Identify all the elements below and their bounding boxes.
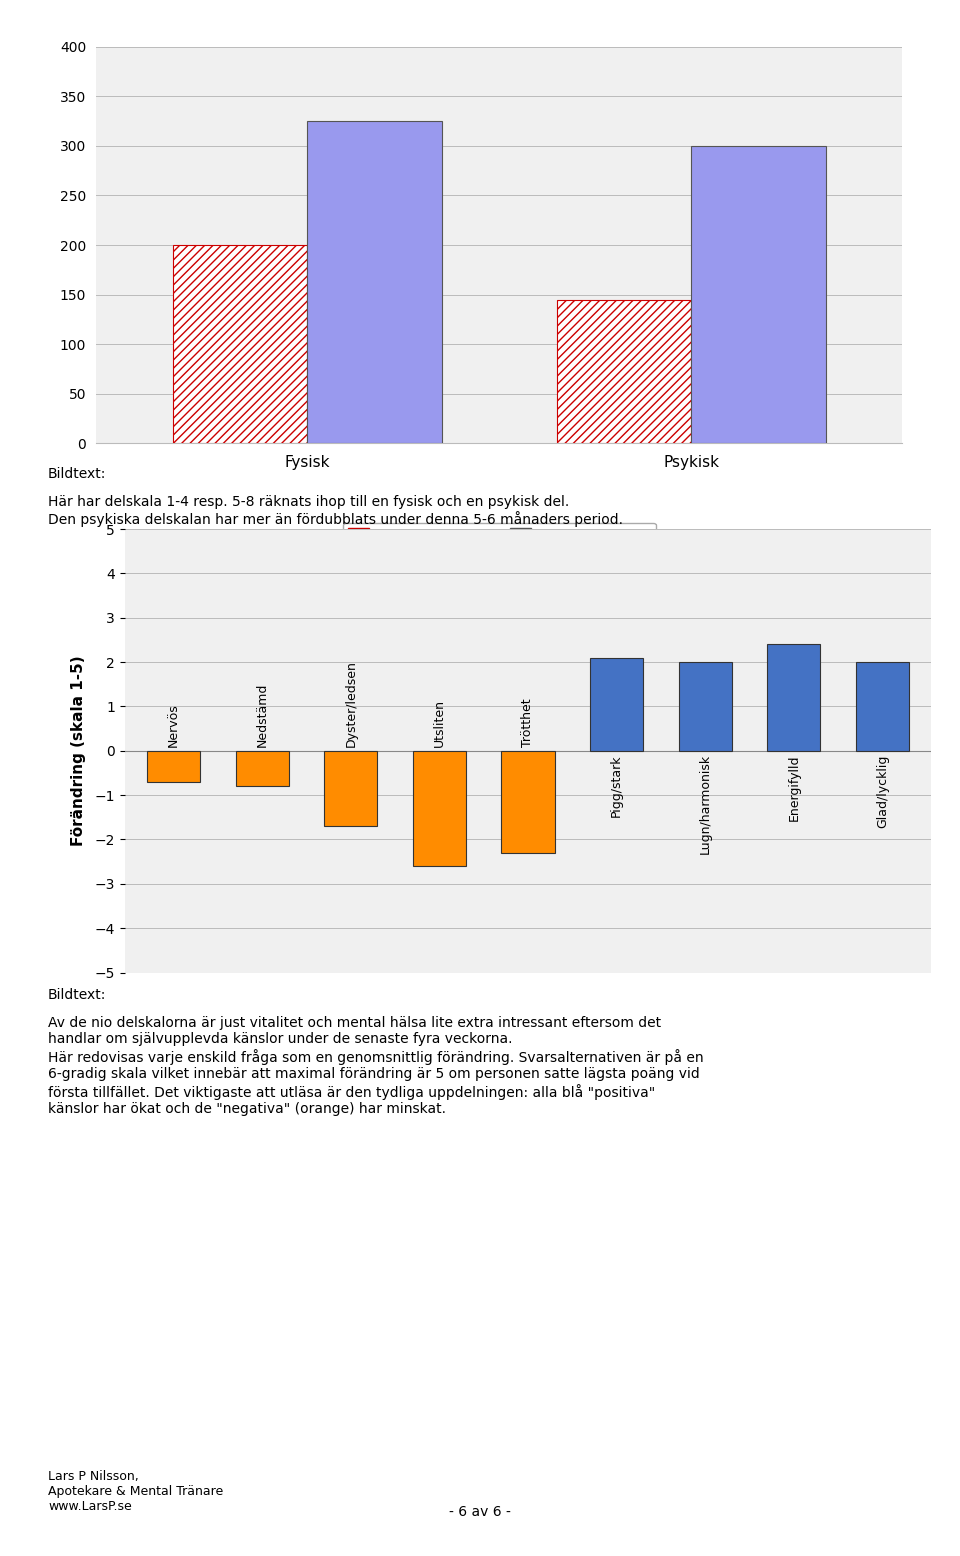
Text: Utsliten: Utsliten — [433, 699, 445, 747]
Bar — [856, 663, 909, 752]
Text: Nedstämd: Nedstämd — [255, 683, 269, 747]
Text: Bildtext:: Bildtext: — [48, 988, 107, 1002]
Text: Pigg/stark: Pigg/stark — [611, 755, 623, 817]
Bar — [173, 246, 307, 443]
Text: Glad/lycklig: Glad/lycklig — [876, 755, 889, 828]
Text: - 6 av 6 -: - 6 av 6 - — [449, 1505, 511, 1519]
Bar — [679, 663, 732, 752]
Text: Energifylld: Energifylld — [787, 755, 801, 822]
Text: Av de nio delskalorna är just vitalitet och mental hälsa lite extra intressant e: Av de nio delskalorna är just vitalitet … — [48, 1016, 704, 1116]
Text: Bildtext:: Bildtext: — [48, 467, 107, 481]
Bar — [501, 752, 555, 853]
Bar — [590, 658, 643, 752]
Text: Lars P Nilsson,
Apotekare & Mental Tränare
www.LarsP.se: Lars P Nilsson, Apotekare & Mental Träna… — [48, 1470, 224, 1514]
Bar — [235, 752, 289, 786]
Legend: Alla före (n=8), Alla efter (n=8): Alla före (n=8), Alla efter (n=8) — [343, 523, 656, 548]
Text: Dyster/ledsen: Dyster/ledsen — [345, 660, 357, 747]
Bar — [324, 752, 377, 826]
Bar — [691, 146, 826, 443]
Bar — [147, 752, 200, 781]
Bar — [307, 121, 442, 443]
Text: Här har delskala 1-4 resp. 5-8 räknats ihop till en fysisk och en psykisk del.
D: Här har delskala 1-4 resp. 5-8 räknats i… — [48, 495, 623, 527]
Bar — [767, 644, 821, 752]
Bar — [557, 300, 691, 443]
Y-axis label: Förändring (skala 1-5): Förändring (skala 1-5) — [71, 655, 86, 846]
Text: Nervös: Nervös — [167, 703, 180, 747]
Text: Lugn/harmonisk: Lugn/harmonisk — [699, 755, 711, 854]
Text: Trötthet: Trötthet — [521, 699, 535, 747]
Bar — [413, 752, 466, 867]
